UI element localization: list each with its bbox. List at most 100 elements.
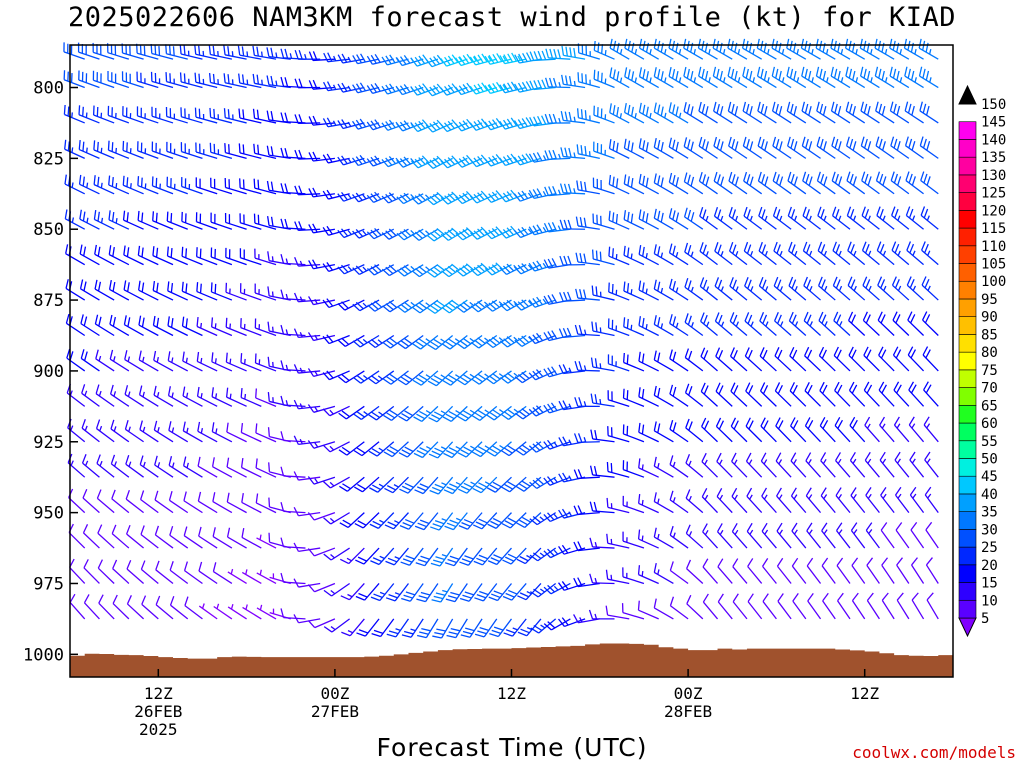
wind-barb	[715, 347, 733, 372]
wind-barb	[806, 522, 822, 549]
wind-barb	[608, 210, 630, 230]
wind-barb	[240, 458, 262, 478]
credit-link[interactable]: coolwx.com/models	[852, 743, 1016, 762]
wind-barb	[224, 178, 247, 195]
wind-barb	[194, 107, 218, 124]
wind-barb	[513, 190, 542, 202]
wind-barb	[154, 455, 174, 478]
wind-barb	[834, 381, 851, 407]
x-tick-label: 12Z	[497, 684, 526, 703]
wind-barb	[701, 488, 719, 514]
wind-barb	[908, 381, 925, 407]
wind-barb	[909, 451, 925, 478]
wind-barb	[745, 382, 763, 407]
wind-barb	[210, 282, 233, 301]
colorbar-swatch	[958, 139, 977, 158]
wind-barb	[802, 206, 821, 230]
wind-barb	[256, 604, 277, 620]
y-tick-label: 875	[33, 291, 64, 311]
wind-barb	[805, 487, 822, 514]
wind-barb	[153, 420, 174, 443]
wind-barb	[804, 381, 822, 407]
wind-barb	[668, 66, 689, 89]
wind-barb	[747, 558, 763, 584]
wind-barb	[182, 386, 203, 407]
wind-barb	[544, 185, 571, 197]
wind-barb	[713, 206, 733, 230]
wind-barb	[890, 136, 910, 159]
wind-barb	[429, 476, 454, 495]
wind-barb	[255, 493, 277, 514]
wind-barb	[544, 149, 571, 161]
wind-barb	[445, 583, 468, 603]
wind-barb	[759, 312, 777, 336]
wind-barb	[181, 246, 203, 266]
wind-barb	[558, 327, 586, 338]
wind-barb	[716, 523, 733, 549]
wind-barb	[242, 604, 262, 620]
wind-barb	[800, 38, 821, 60]
wind-barb	[529, 79, 556, 91]
colorbar-label: 40	[981, 487, 998, 503]
wind-barb	[877, 311, 895, 336]
wind-barb	[196, 282, 218, 301]
wind-barb	[414, 512, 439, 531]
wind-barb	[167, 281, 189, 301]
wind-barb	[370, 583, 395, 602]
wind-barb	[528, 441, 556, 453]
wind-barb	[789, 382, 807, 407]
wind-barb	[180, 142, 203, 159]
wind-barb	[195, 177, 218, 195]
colorbar-label: 30	[981, 522, 998, 538]
colorbar: 5101520253035404550556065707580859095100…	[958, 84, 1006, 638]
wind-barb	[196, 316, 218, 337]
wind-barb	[167, 386, 189, 407]
wind-barb	[340, 583, 365, 601]
wind-barb	[771, 38, 792, 60]
wind-barb	[368, 441, 395, 457]
wind-barb	[846, 206, 866, 230]
wind-barb	[697, 38, 718, 60]
wind-barb	[727, 66, 748, 89]
wind-barb	[256, 569, 277, 585]
wind-barb	[801, 101, 821, 124]
wind-barb	[517, 583, 542, 601]
wind-barb	[760, 452, 777, 478]
wind-barb	[559, 219, 586, 230]
wind-barb	[108, 210, 130, 230]
wind-barb	[758, 241, 777, 266]
wind-barb	[727, 101, 748, 124]
wind-barb	[590, 393, 615, 407]
wind-barb	[226, 527, 247, 549]
wind-barb	[366, 82, 394, 94]
wind-barb	[459, 547, 483, 566]
wind-barb	[92, 70, 115, 89]
colorbar-swatch	[958, 121, 977, 140]
wind-barb	[487, 547, 512, 566]
wind-barb	[702, 558, 719, 584]
wind-barb	[416, 618, 439, 639]
wind-barb	[514, 299, 542, 311]
wind-barb	[700, 382, 718, 407]
wind-barb	[256, 534, 277, 549]
wind-barb	[293, 292, 321, 303]
x-tick-label: 12Z	[850, 684, 879, 703]
wind-barb	[166, 176, 188, 195]
wind-barb	[355, 583, 380, 601]
wind-barb	[543, 547, 571, 559]
wind-barb	[167, 351, 189, 372]
wind-barb	[593, 141, 615, 159]
wind-barb	[412, 370, 439, 386]
wind-barb	[307, 476, 336, 485]
wind-barb	[280, 572, 306, 585]
wind-barb	[211, 387, 233, 407]
wind-barb	[442, 370, 468, 386]
wind-barb	[109, 314, 130, 337]
wind-barb	[761, 522, 777, 549]
wind-barb	[559, 291, 586, 302]
wind-barb	[848, 311, 866, 336]
wind-barb	[818, 311, 836, 336]
wind-barb	[223, 45, 247, 60]
wind-barb	[573, 469, 600, 480]
wind-barb	[742, 136, 763, 159]
